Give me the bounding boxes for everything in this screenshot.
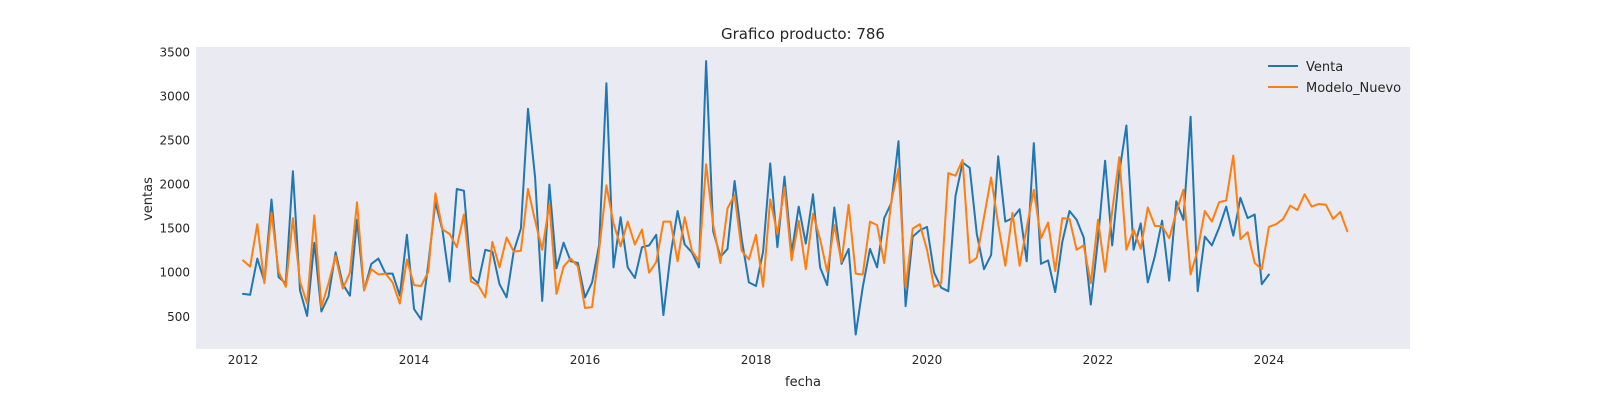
- x-tick-label: 2024: [1254, 353, 1285, 367]
- x-tick-label: 2012: [228, 353, 259, 367]
- y-tick-label: 500: [167, 310, 190, 324]
- y-tick-label: 1500: [159, 222, 190, 236]
- y-axis: 500 1000 1500 2000 2500 3000 3500: [159, 45, 190, 324]
- x-axis-label: fecha: [785, 375, 821, 390]
- y-tick-label: 3500: [159, 45, 190, 59]
- x-tick-label: 2020: [912, 353, 943, 367]
- y-tick-label: 1000: [159, 266, 190, 280]
- legend: Venta Modelo_Nuevo: [1268, 60, 1401, 96]
- chart-title: Grafico producto: 786: [721, 25, 885, 43]
- y-axis-label: ventas: [141, 177, 156, 221]
- y-tick-label: 2000: [159, 178, 190, 192]
- x-tick-label: 2014: [399, 353, 430, 367]
- series-line-modelo-nuevo: [242, 154, 1349, 309]
- plot-area: [196, 47, 1410, 349]
- legend-label-venta: Venta: [1306, 60, 1343, 75]
- x-tick-label: 2016: [570, 353, 601, 367]
- x-axis: 2012 2014 2016 2018 2020 2022 2024: [228, 353, 1284, 367]
- series-layer: [242, 60, 1349, 336]
- y-tick-label: 3000: [159, 89, 190, 103]
- series-line-venta: [242, 60, 1270, 336]
- x-tick-label: 2018: [741, 353, 772, 367]
- legend-label-modelo-nuevo: Modelo_Nuevo: [1306, 81, 1401, 96]
- y-tick-label: 2500: [159, 133, 190, 147]
- x-tick-label: 2022: [1083, 353, 1114, 367]
